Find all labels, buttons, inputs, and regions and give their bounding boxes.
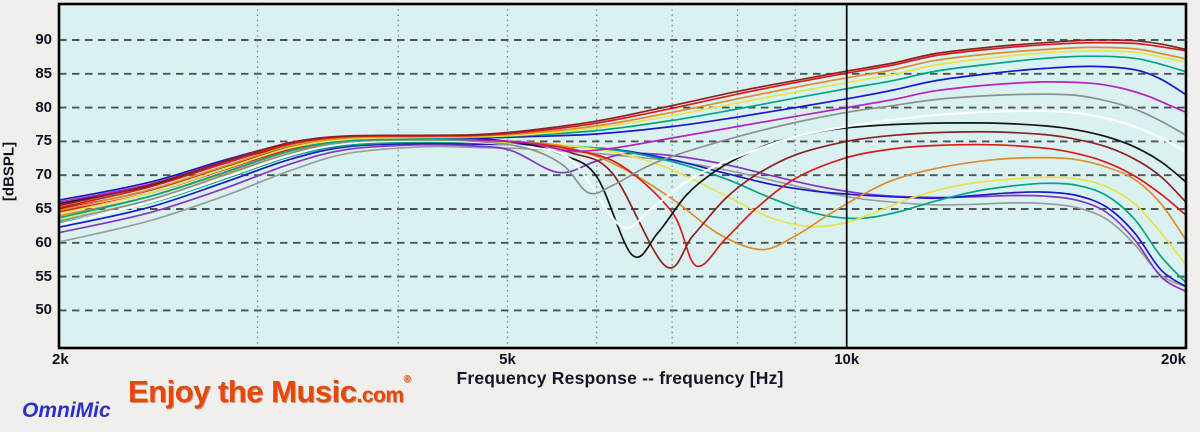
chart-title: Frequency Response -- frequency [Hz] [456, 368, 784, 388]
logo-text-main: Enjoy the Music [128, 374, 357, 409]
response-curve-trace-03 [58, 46, 1187, 212]
x-tick-label: 5k [499, 351, 516, 368]
plot-border [57, 2, 1188, 350]
x-tick-label: 10k [834, 351, 860, 368]
y-tick-label: 55 [35, 267, 52, 285]
response-curve-trace-09 [57, 109, 1188, 229]
response-curve-trace-04 [58, 49, 1187, 215]
response-curves [57, 39, 1188, 293]
response-curve-trace-02 [58, 41, 1187, 209]
y-tick-label: 65 [35, 200, 52, 217]
y-axis-title: [dBSPL] [0, 141, 18, 202]
response-curve-trace-15 [58, 141, 1187, 284]
y-tick-label: 60 [35, 233, 52, 251]
omnimic-app-label: OmniMic [22, 399, 111, 422]
logo-text-dotcom: .com [356, 384, 404, 407]
horizontal-gridlines [59, 39, 1186, 312]
x-tick-label: 2k [52, 351, 69, 368]
response-curve-trace-16 [58, 142, 1187, 288]
response-curve-trace-08 [58, 93, 1187, 223]
response-curve-trace-05 [58, 55, 1187, 219]
enjoy-the-music-logo: Enjoy the Music.com® [128, 374, 411, 410]
y-tick-label: 80 [35, 98, 52, 116]
y-tick-label: 85 [35, 64, 52, 82]
y-tick-label: 70 [35, 166, 52, 184]
y-tick-label: 75 [35, 132, 52, 150]
response-curve-trace-01 [58, 39, 1187, 207]
x-tick-label: 20k [1160, 351, 1186, 368]
response-curve-trace-18 [58, 145, 1187, 288]
registered-trademark-icon: ® [403, 374, 411, 385]
y-tick-label: 50 [35, 301, 52, 319]
y-tick-label: 90 [35, 31, 52, 48]
response-curve-trace-17 [58, 143, 1187, 293]
